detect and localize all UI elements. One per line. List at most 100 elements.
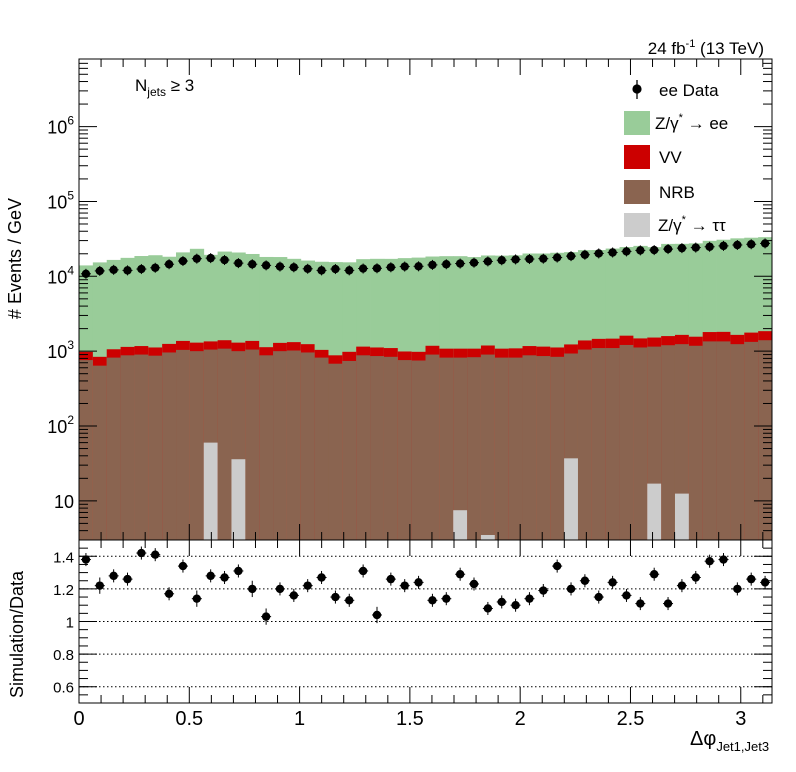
ratio-point bbox=[136, 546, 147, 560]
data-point bbox=[690, 242, 701, 253]
bar-dy-tautau bbox=[480, 534, 495, 540]
ratio-axes: 0.6 0.8 1 1.2 1.4 0 0.5 1 1.5 2 2.5 3 bbox=[53, 540, 772, 730]
bar-nrb bbox=[550, 356, 565, 540]
bar-nrb bbox=[480, 354, 496, 540]
bar-nrb bbox=[577, 349, 593, 540]
data-point bbox=[122, 265, 133, 276]
ratio-point bbox=[288, 588, 299, 602]
x-tick-label: 1 bbox=[294, 708, 305, 730]
data-point bbox=[288, 262, 299, 273]
bar-dy-tautau bbox=[203, 442, 218, 540]
ratio-y-tick-label: 1.2 bbox=[53, 582, 74, 599]
svg-text:ee Data: ee Data bbox=[659, 81, 719, 100]
data-point bbox=[510, 254, 521, 265]
bar-nrb bbox=[245, 349, 260, 540]
data-point bbox=[579, 249, 590, 260]
data-point bbox=[649, 245, 660, 256]
data-point bbox=[413, 261, 424, 272]
bar-nrb bbox=[702, 341, 717, 540]
x-tick-label: 0 bbox=[73, 708, 84, 730]
x-tick-label: 0.5 bbox=[175, 708, 203, 730]
x-tick-label: 1.5 bbox=[396, 708, 424, 730]
bar-nrb bbox=[453, 357, 468, 540]
stacked-bars bbox=[79, 237, 773, 541]
data-point bbox=[399, 261, 410, 272]
legend-entry-vv: VV bbox=[624, 145, 682, 169]
ratio-point bbox=[344, 593, 355, 607]
data-point bbox=[552, 252, 563, 263]
data-point bbox=[302, 263, 313, 274]
data-point bbox=[233, 258, 244, 269]
x-axis-label: ΔφJet1,Jet3 bbox=[690, 728, 769, 754]
ratio-point bbox=[649, 567, 660, 581]
data-point bbox=[732, 239, 743, 250]
ratio-point bbox=[191, 590, 202, 607]
bar-dy-tautau bbox=[231, 459, 246, 540]
data-point bbox=[247, 259, 258, 270]
ratio-point bbox=[704, 554, 715, 568]
bar-dy-tautau bbox=[647, 483, 662, 540]
data-point bbox=[566, 251, 577, 262]
ratio-point bbox=[177, 559, 188, 573]
data-point bbox=[676, 243, 687, 254]
ratio-y-tick-label: 1 bbox=[66, 615, 74, 632]
bar-nrb bbox=[605, 348, 620, 540]
bar-nrb bbox=[619, 344, 634, 540]
ratio-point bbox=[455, 567, 466, 581]
bar-dy-tautau bbox=[453, 510, 468, 540]
bar-nrb bbox=[189, 351, 205, 540]
bar-nrb bbox=[342, 360, 357, 540]
ratio-point bbox=[469, 577, 480, 591]
ratio-point bbox=[94, 577, 105, 594]
ratio-point bbox=[219, 570, 230, 585]
ratio-point bbox=[358, 564, 369, 578]
ratio-point bbox=[164, 587, 175, 601]
bar-nrb bbox=[744, 341, 759, 540]
bar-nrb bbox=[425, 354, 440, 540]
y-tick-label: 103 bbox=[47, 338, 74, 362]
data-point bbox=[164, 259, 175, 270]
bar-nrb bbox=[92, 365, 108, 540]
ratio-point bbox=[635, 597, 646, 611]
data-point bbox=[704, 241, 715, 252]
ratio-point bbox=[663, 597, 674, 611]
bar-nrb bbox=[176, 349, 191, 540]
ratio-point bbox=[399, 579, 410, 593]
ratio-gridlines bbox=[79, 555, 772, 688]
bar-nrb bbox=[106, 357, 121, 540]
ratio-point bbox=[80, 553, 91, 567]
ratio-point bbox=[261, 608, 272, 625]
data-point bbox=[316, 265, 327, 276]
bar-nrb bbox=[300, 352, 316, 540]
ratio-point bbox=[482, 601, 493, 615]
svg-text:Z/γ* → ee: Z/γ* → ee bbox=[655, 112, 728, 133]
y-tick-label: 102 bbox=[47, 413, 74, 437]
ratio-point bbox=[413, 575, 424, 589]
legend-entry-nrb: NRB bbox=[624, 180, 695, 204]
bar-nrb bbox=[758, 340, 773, 540]
bar-nrb bbox=[162, 352, 177, 540]
ratio-point bbox=[108, 569, 119, 583]
bar-nrb bbox=[314, 357, 329, 540]
ratio-point bbox=[760, 575, 771, 589]
bar-nrb bbox=[79, 360, 94, 540]
bar-nrb bbox=[716, 341, 731, 540]
data-point bbox=[274, 261, 285, 272]
data-point bbox=[108, 264, 119, 275]
ratio-point bbox=[593, 590, 604, 604]
y-tick-label: 104 bbox=[47, 263, 74, 287]
data-point bbox=[441, 259, 452, 270]
bar-nrb bbox=[633, 347, 648, 540]
ratio-point bbox=[621, 588, 632, 602]
bar-nrb bbox=[370, 356, 385, 540]
ratio-point bbox=[566, 582, 577, 596]
y-tick-label: 10 bbox=[54, 492, 74, 512]
ratio-point bbox=[371, 606, 382, 624]
ratio-y-tick-label: 0.6 bbox=[53, 680, 74, 697]
data-point bbox=[607, 247, 618, 258]
ratio-y-tick-label: 0.8 bbox=[53, 647, 74, 664]
data-point bbox=[663, 244, 674, 255]
data-point bbox=[219, 255, 230, 266]
ratio-point bbox=[330, 590, 341, 604]
ratio-point bbox=[510, 598, 521, 612]
